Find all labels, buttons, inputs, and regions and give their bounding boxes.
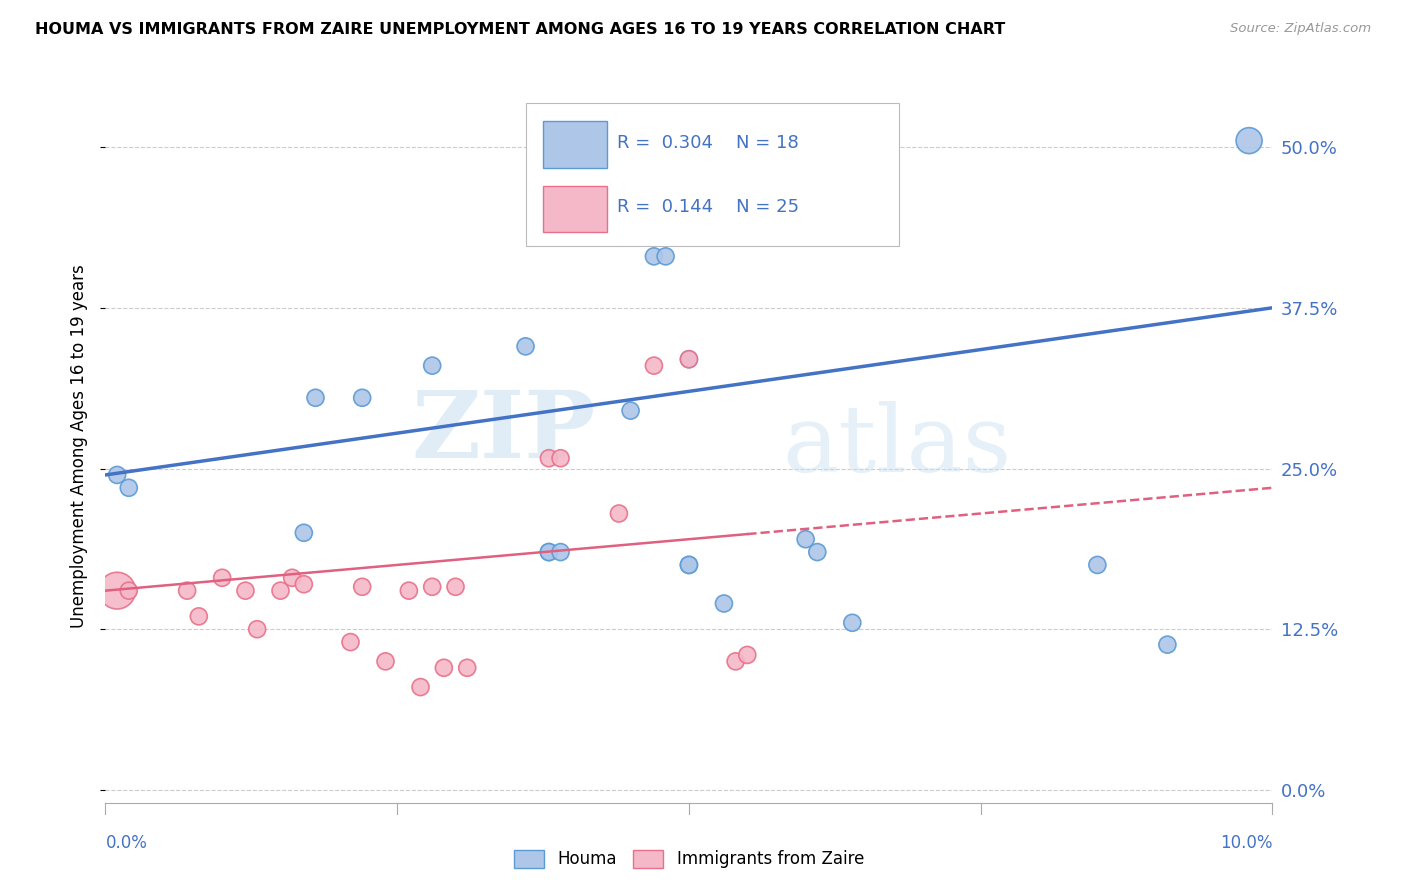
- Text: 10.0%: 10.0%: [1220, 834, 1272, 852]
- Point: [619, 403, 641, 417]
- Point: [678, 558, 700, 572]
- Point: [806, 545, 828, 559]
- Point: [678, 352, 700, 367]
- Point: [118, 481, 141, 495]
- Point: [374, 654, 396, 668]
- Point: [409, 680, 432, 694]
- Point: [737, 648, 759, 662]
- Point: [292, 525, 315, 540]
- Point: [537, 451, 560, 466]
- Point: [105, 583, 128, 598]
- Text: R =  0.144    N = 25: R = 0.144 N = 25: [617, 198, 799, 216]
- Text: Source: ZipAtlas.com: Source: ZipAtlas.com: [1230, 22, 1371, 36]
- Point: [713, 597, 735, 611]
- Text: 0.0%: 0.0%: [105, 834, 148, 852]
- Point: [724, 654, 747, 668]
- FancyBboxPatch shape: [526, 103, 898, 246]
- Point: [246, 622, 269, 636]
- FancyBboxPatch shape: [543, 186, 607, 232]
- Point: [420, 359, 443, 373]
- Point: [176, 583, 198, 598]
- Point: [269, 583, 292, 598]
- Legend: Houma, Immigrants from Zaire: Houma, Immigrants from Zaire: [506, 841, 872, 877]
- Point: [211, 571, 233, 585]
- Text: atlas: atlas: [782, 401, 1011, 491]
- Point: [1085, 558, 1108, 572]
- Point: [304, 391, 326, 405]
- Point: [1237, 134, 1260, 148]
- Point: [292, 577, 315, 591]
- Point: [456, 661, 478, 675]
- Point: [537, 545, 560, 559]
- Point: [737, 224, 759, 238]
- Point: [841, 615, 863, 630]
- Point: [444, 580, 467, 594]
- Point: [1156, 638, 1178, 652]
- Point: [187, 609, 209, 624]
- Point: [352, 580, 374, 594]
- Point: [515, 339, 537, 353]
- Point: [550, 451, 572, 466]
- Point: [550, 545, 572, 559]
- Point: [607, 507, 630, 521]
- Point: [281, 571, 304, 585]
- FancyBboxPatch shape: [543, 121, 607, 168]
- Text: R =  0.304    N = 18: R = 0.304 N = 18: [617, 134, 799, 152]
- Text: HOUMA VS IMMIGRANTS FROM ZAIRE UNEMPLOYMENT AMONG AGES 16 TO 19 YEARS CORRELATIO: HOUMA VS IMMIGRANTS FROM ZAIRE UNEMPLOYM…: [35, 22, 1005, 37]
- Point: [537, 545, 560, 559]
- Point: [643, 359, 665, 373]
- Text: ZIP: ZIP: [412, 387, 596, 476]
- Point: [678, 352, 700, 367]
- Point: [118, 583, 141, 598]
- Point: [235, 583, 257, 598]
- Point: [654, 249, 676, 263]
- Point: [105, 467, 128, 482]
- Point: [678, 558, 700, 572]
- Point: [398, 583, 420, 598]
- Y-axis label: Unemployment Among Ages 16 to 19 years: Unemployment Among Ages 16 to 19 years: [70, 264, 89, 628]
- Point: [433, 661, 456, 675]
- Point: [339, 635, 361, 649]
- Point: [643, 249, 665, 263]
- Point: [420, 580, 443, 594]
- Point: [352, 391, 374, 405]
- Point: [794, 533, 817, 547]
